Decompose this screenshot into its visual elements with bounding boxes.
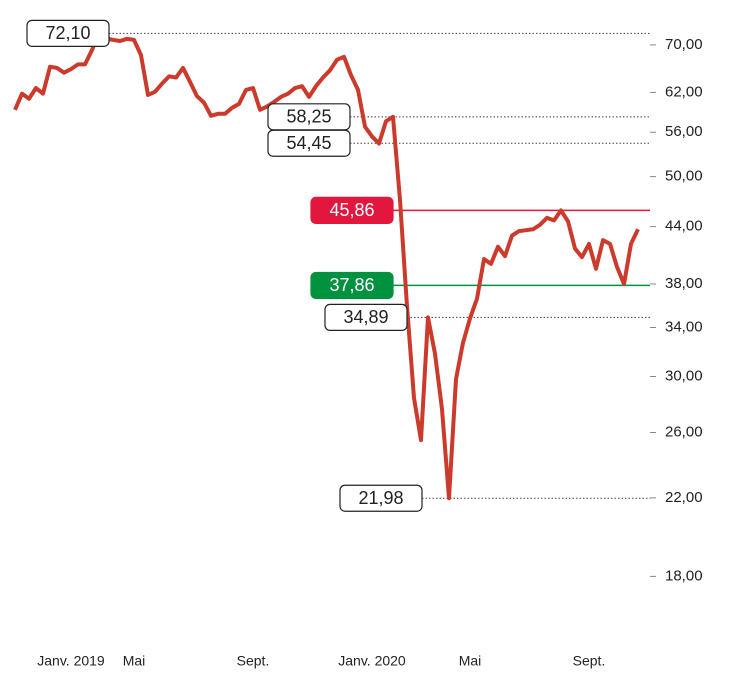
x-tick-label: Janv. 2019: [37, 653, 105, 669]
level-label: 34,89: [343, 307, 388, 327]
x-tick-label: Sept.: [237, 653, 270, 669]
x-tick-label: Mai: [459, 653, 482, 669]
y-tick-label: 30,00: [665, 367, 703, 384]
level-box: [267, 129, 351, 157]
y-tick-label: 44,00: [665, 218, 703, 235]
level-label: 21,98: [358, 488, 403, 508]
x-tick-label: Janv. 2020: [338, 653, 406, 669]
y-tick-label: 38,00: [665, 275, 703, 292]
y-tick-label: 50,00: [665, 168, 703, 185]
level-label: 72,10: [45, 23, 90, 43]
y-tick-label: 56,00: [665, 123, 703, 140]
y-tick-label: 62,00: [665, 83, 703, 100]
level-box: [310, 271, 394, 300]
y-tick-label: 22,00: [665, 489, 703, 506]
level-label: 45,86: [329, 200, 374, 220]
y-tick-label: 18,00: [665, 567, 703, 584]
level-label: 37,86: [329, 275, 374, 295]
level-label: 54,45: [286, 133, 331, 153]
x-tick-label: Mai: [123, 653, 146, 669]
level-box: [324, 303, 408, 331]
x-tick-label: Sept.: [573, 653, 606, 669]
level-box: [26, 19, 110, 47]
level-label: 58,25: [286, 107, 331, 127]
y-tick-label: 26,00: [665, 423, 703, 440]
level-box: [339, 484, 423, 512]
y-tick-label: 34,00: [665, 318, 703, 335]
y-tick-label: 70,00: [665, 36, 703, 53]
price-line: [13, 31, 640, 501]
level-box: [310, 196, 394, 225]
